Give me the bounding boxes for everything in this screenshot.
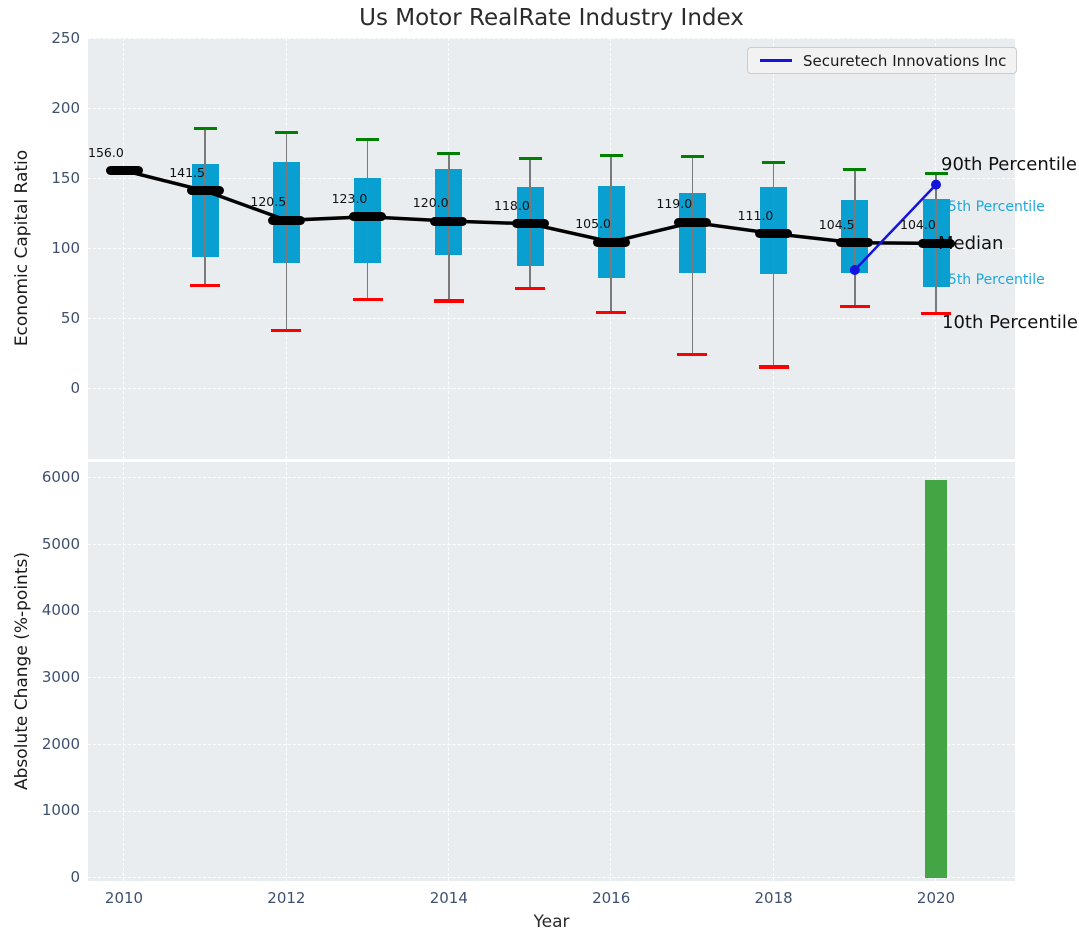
bottom-y-tick-label: 4000	[41, 601, 80, 620]
chart-title: Us Motor RealRate Industry Index	[359, 5, 744, 31]
bottom-y-tick-label: 5000	[41, 534, 80, 553]
top-y-tick-label: 100	[51, 239, 80, 257]
median-marker	[592, 237, 630, 247]
label-25th-percentile: 25th Percentile	[939, 272, 1045, 288]
whisker-line	[691, 156, 694, 354]
change-bar	[925, 480, 947, 878]
bottom-y-tick-label: 1000	[41, 801, 80, 820]
legend: Securetech Innovations Inc	[747, 47, 1017, 74]
bottom-gridline-h	[88, 810, 1015, 812]
label-90th-percentile: 90th Percentile	[941, 154, 1077, 175]
median-marker	[349, 212, 387, 222]
bottom-gridline-h	[88, 677, 1015, 679]
median-marker	[105, 166, 143, 176]
p90-cap	[193, 127, 217, 131]
top-y-tick-label: 0	[70, 379, 80, 397]
x-tick-label: 2014	[429, 889, 468, 907]
p10-cap	[515, 286, 545, 291]
bottom-y-tick-label: 0	[70, 868, 80, 886]
top-gridline-h	[88, 318, 1015, 320]
p10-cap	[433, 299, 464, 303]
bottom-gridline-v	[610, 462, 612, 881]
median-value-label: 111.0	[737, 207, 774, 223]
x-tick-label: 2016	[592, 889, 631, 907]
legend-label: Securetech Innovations Inc	[803, 51, 1007, 70]
label-75th-percentile: 75th Percentile	[939, 199, 1045, 215]
p10-cap	[677, 352, 708, 356]
bottom-gridline-h	[88, 877, 1015, 879]
top-gridline-h	[88, 388, 1015, 390]
median-value-label: 120.5	[250, 194, 287, 210]
median-value-label: 118.0	[494, 197, 530, 213]
median-value-label: 119.0	[656, 196, 693, 212]
p10-cap	[596, 310, 627, 314]
median-value-label: 120.0	[412, 195, 449, 210]
bottom-gridline-h	[88, 477, 1015, 479]
median-marker	[267, 215, 305, 225]
x-axis-label: Year	[533, 912, 570, 932]
bottom-gridline-h	[88, 543, 1015, 545]
x-tick-label: 2010	[104, 889, 144, 907]
bottom-gridline-v	[285, 462, 287, 881]
top-gridline-h	[88, 108, 1015, 110]
x-tick-label: 2012	[267, 889, 306, 907]
p90-cap	[518, 156, 542, 160]
median-marker	[836, 238, 874, 248]
p90-cap	[274, 131, 298, 135]
bottom-plot-area	[88, 462, 1015, 881]
legend-line-sample	[760, 59, 792, 62]
median-value-label: 105.0	[575, 216, 611, 231]
median-value-label: 156.0	[88, 144, 124, 160]
median-marker	[430, 216, 468, 226]
label-median: Median	[938, 233, 1004, 254]
top-gridline-h	[88, 38, 1015, 40]
whisker-line	[285, 132, 288, 331]
median-marker	[511, 219, 549, 229]
bottom-y-tick-label: 6000	[41, 468, 80, 486]
p10-cap	[352, 297, 383, 302]
top-gridline-v	[123, 38, 125, 459]
p90-cap	[356, 138, 380, 142]
p90-cap	[599, 153, 623, 157]
median-value-label: 104.5	[818, 216, 855, 232]
whisker-line	[448, 153, 450, 301]
whisker-line	[772, 162, 775, 367]
bottom-gridline-v	[772, 462, 774, 881]
bottom-gridline-v	[448, 462, 450, 881]
bottom-gridline-h	[88, 610, 1015, 612]
p10-cap	[839, 304, 870, 309]
median-marker	[186, 186, 224, 196]
bottom-y-tick-label: 3000	[41, 668, 80, 686]
bottom-gridline-h	[88, 743, 1015, 745]
top-y-tick-label: 150	[51, 169, 80, 187]
median-marker	[917, 238, 955, 248]
median-value-label: 104.0	[900, 217, 936, 233]
p90-cap	[762, 160, 786, 164]
top-gridline-h	[88, 178, 1015, 180]
p10-cap	[921, 311, 951, 316]
p90-cap	[680, 155, 704, 159]
p10-cap	[271, 328, 302, 333]
label-10th-percentile: 10th Percentile	[942, 312, 1078, 333]
median-value-label: 123.0	[331, 190, 368, 206]
top-gridline-h	[88, 248, 1015, 250]
p90-cap	[843, 167, 867, 171]
median-marker	[755, 229, 793, 239]
x-tick-label: 2020	[916, 889, 956, 907]
whisker-line	[204, 128, 206, 286]
p10-cap	[758, 365, 789, 369]
bottom-gridline-v	[123, 462, 125, 881]
median-value-label: 141.5	[169, 164, 205, 180]
top-y-tick-label: 200	[51, 99, 80, 117]
top-plot-area	[88, 38, 1015, 459]
p90-cap	[437, 152, 461, 156]
top-y-tick-label: 50	[60, 309, 80, 327]
p10-cap	[190, 283, 221, 288]
bottom-y-tick-label: 2000	[41, 734, 80, 753]
median-marker	[673, 217, 711, 227]
whisker-line	[610, 155, 612, 312]
top-y-tick-label: 250	[51, 29, 80, 47]
x-tick-label: 2018	[754, 889, 793, 907]
